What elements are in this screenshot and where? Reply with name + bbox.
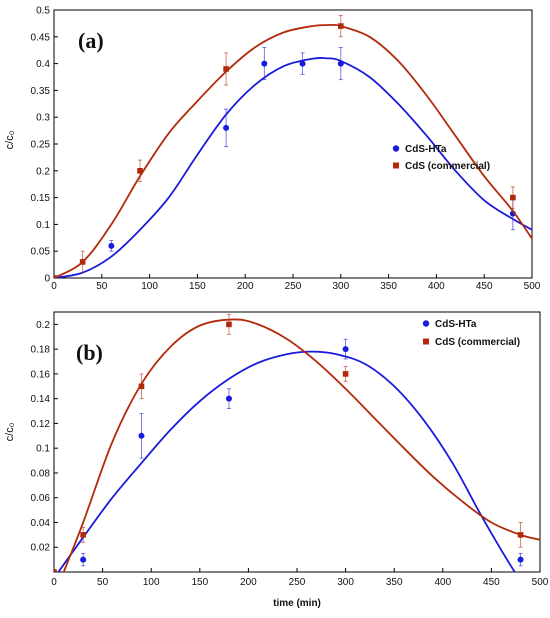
x-tick-label: 150 [191, 577, 208, 588]
data-point [54, 275, 57, 278]
data-point [337, 60, 344, 67]
series-1 [54, 314, 540, 572]
x-tick-label: 100 [143, 577, 160, 588]
series-0 [54, 338, 524, 572]
data-point [261, 60, 268, 67]
data-point [80, 556, 87, 563]
x-tick-label: 250 [289, 577, 306, 588]
y-tick-label: 0 [44, 274, 50, 285]
x-tick-label: 200 [237, 281, 254, 292]
data-point [299, 60, 306, 67]
x-tick-label: 0 [51, 281, 57, 292]
y-tick-label: 0.25 [31, 140, 51, 151]
y-tick-label: 0.35 [31, 86, 51, 97]
x-tick-label: 250 [285, 281, 302, 292]
panel-label: (b) [76, 340, 103, 365]
series-0 [54, 47, 532, 278]
chart-panel-a: 0 50 100 150 200 250 300 350 400 450 500 0 0.05 0.1 0.… [4, 6, 541, 293]
data-point [108, 242, 115, 249]
x-tick-label: 300 [332, 281, 349, 292]
x-tick-label: 200 [240, 577, 257, 588]
legend-marker [393, 162, 399, 169]
x-tick-label: 300 [337, 577, 354, 588]
series-1 [54, 14, 532, 278]
panel-label: (a) [78, 28, 104, 53]
y-tick-label: 0.18 [31, 345, 51, 356]
x-tick-label: 50 [97, 577, 109, 588]
legend-marker [422, 320, 430, 327]
y-tick-label: 0.04 [31, 518, 51, 529]
y-tick-label: 0.2 [36, 320, 50, 331]
data-point [79, 259, 86, 265]
y-tick-label: 0.3 [36, 113, 50, 124]
chart-panel-b: 0 50 100 150 200 250 300 350 400 450 500 0.02 0.04 0.… [4, 311, 549, 609]
x-tick-label: 100 [141, 281, 158, 292]
data-point [80, 532, 86, 538]
data-point [54, 569, 57, 572]
x-tick-label: 500 [524, 281, 541, 292]
y-tick-label: 0.1 [36, 220, 50, 231]
fit-curve [57, 350, 516, 572]
data-point [342, 346, 349, 353]
y-tick-label: 0.02 [31, 543, 51, 554]
data-point [137, 168, 143, 174]
x-axis-title: time (min) [273, 598, 321, 609]
x-tick-label: 400 [434, 577, 451, 588]
x-tick-label: 350 [386, 577, 403, 588]
x-tick-label: 350 [380, 281, 397, 292]
x-tick-label: 0 [51, 577, 57, 588]
legend-label: CdS-HTa [405, 144, 447, 155]
legend-entry: CdS (commercial) [423, 337, 520, 348]
data-point [138, 383, 145, 390]
data-point [225, 395, 232, 402]
legend-label: CdS-HTa [435, 319, 477, 330]
data-point [517, 556, 524, 563]
y-axis-title: c/c₀ [4, 131, 16, 150]
data-point [223, 66, 229, 72]
y-tick-label: 0.15 [31, 193, 51, 204]
y-tick-label: 0.2 [36, 166, 50, 177]
legend-label: CdS (commercial) [405, 161, 490, 172]
fit-curve [54, 56, 532, 278]
y-tick-label: 0.1 [36, 444, 50, 455]
legend-label: CdS (commercial) [435, 337, 520, 348]
plot-frame [53, 311, 541, 573]
legend-marker [423, 338, 429, 345]
legend-entry: CdS-HTa [392, 144, 447, 155]
data-point [138, 432, 145, 439]
legend-marker [392, 145, 400, 152]
x-tick-label: 50 [96, 281, 108, 292]
data-point [517, 532, 524, 538]
fit-curve [62, 318, 540, 572]
y-axis-title: c/c₀ [4, 423, 16, 442]
data-point [510, 194, 516, 201]
y-tick-label: 0.14 [31, 394, 51, 405]
data-point [226, 321, 232, 328]
x-tick-label: 450 [483, 577, 500, 588]
data-point [342, 371, 349, 377]
x-tick-label: 500 [532, 577, 549, 588]
legend-entry: CdS-HTa [422, 319, 477, 330]
y-tick-label: 0.5 [36, 6, 50, 17]
legend-entry: CdS (commercial) [393, 161, 490, 172]
y-tick-label: 0.45 [31, 32, 51, 43]
data-point [338, 23, 344, 29]
x-tick-label: 150 [189, 281, 206, 292]
x-tick-label: 450 [476, 281, 493, 292]
y-tick-label: 0.12 [31, 419, 51, 430]
y-tick-label: 0.06 [31, 493, 51, 504]
y-tick-label: 0.4 [36, 59, 50, 70]
data-point [223, 124, 230, 131]
y-tick-label: 0.08 [31, 468, 51, 479]
y-tick-label: 0.16 [31, 369, 51, 380]
x-tick-label: 400 [428, 281, 445, 292]
y-tick-label: 0.05 [31, 247, 51, 258]
